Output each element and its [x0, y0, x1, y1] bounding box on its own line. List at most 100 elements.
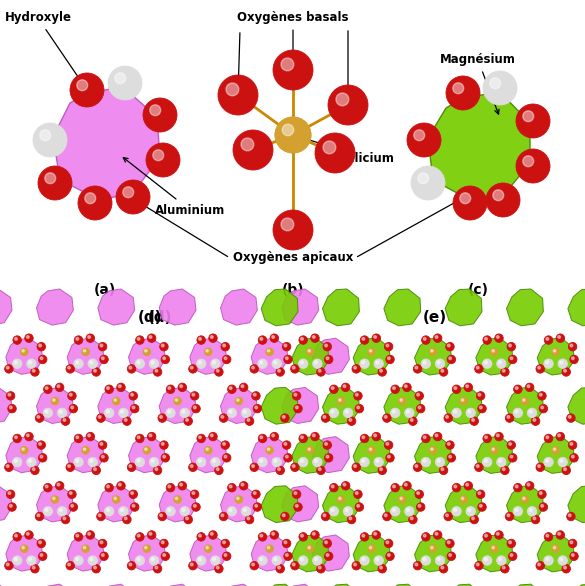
Circle shape [531, 515, 540, 524]
Circle shape [278, 468, 280, 471]
Circle shape [26, 336, 29, 338]
Circle shape [101, 455, 104, 458]
Circle shape [76, 534, 79, 537]
Circle shape [35, 512, 44, 521]
Circle shape [149, 533, 152, 535]
Circle shape [337, 496, 345, 503]
Circle shape [316, 466, 325, 475]
Circle shape [32, 468, 35, 471]
Circle shape [315, 133, 355, 173]
Circle shape [278, 566, 280, 569]
Circle shape [295, 406, 298, 409]
Circle shape [490, 348, 498, 356]
Polygon shape [322, 387, 359, 424]
Circle shape [368, 545, 376, 553]
Circle shape [161, 344, 164, 347]
Circle shape [466, 483, 469, 486]
Circle shape [429, 447, 437, 454]
Circle shape [368, 348, 376, 356]
Circle shape [29, 361, 32, 364]
Circle shape [527, 385, 530, 387]
Circle shape [136, 336, 144, 345]
Circle shape [94, 468, 97, 471]
Circle shape [538, 490, 546, 499]
Circle shape [143, 545, 151, 553]
Circle shape [37, 539, 46, 548]
Circle shape [88, 336, 91, 338]
Circle shape [539, 492, 542, 495]
Circle shape [224, 554, 227, 556]
Circle shape [219, 512, 228, 521]
Circle shape [569, 415, 571, 418]
Circle shape [78, 186, 112, 220]
Circle shape [453, 186, 487, 220]
Circle shape [75, 558, 79, 561]
Circle shape [160, 342, 168, 351]
Circle shape [77, 80, 88, 91]
Circle shape [326, 455, 329, 458]
Circle shape [558, 533, 560, 535]
Circle shape [331, 410, 334, 413]
Circle shape [357, 505, 360, 507]
Circle shape [470, 417, 479, 425]
Circle shape [221, 514, 223, 517]
Circle shape [27, 556, 36, 565]
Circle shape [444, 414, 453, 423]
Circle shape [151, 558, 154, 561]
Circle shape [525, 482, 534, 490]
Circle shape [228, 483, 236, 492]
Circle shape [199, 436, 201, 439]
Text: Magnésium: Magnésium [440, 53, 516, 114]
Circle shape [184, 417, 192, 425]
Circle shape [339, 497, 341, 500]
Circle shape [281, 512, 289, 521]
Circle shape [30, 367, 39, 376]
Circle shape [539, 393, 542, 396]
Polygon shape [36, 584, 73, 586]
Circle shape [39, 344, 42, 347]
Circle shape [484, 459, 487, 462]
Circle shape [484, 361, 487, 364]
Circle shape [15, 459, 18, 462]
Circle shape [308, 448, 311, 451]
Circle shape [431, 546, 433, 549]
Circle shape [135, 556, 144, 565]
Circle shape [6, 366, 9, 369]
Polygon shape [251, 338, 288, 374]
Circle shape [198, 558, 201, 561]
Circle shape [422, 336, 430, 345]
Circle shape [45, 485, 48, 488]
Circle shape [435, 533, 438, 535]
Polygon shape [36, 387, 73, 424]
Circle shape [189, 561, 197, 570]
Circle shape [284, 355, 292, 364]
Circle shape [153, 367, 162, 376]
Circle shape [515, 485, 518, 488]
Circle shape [414, 130, 425, 141]
Text: Oxygènes apicaux: Oxygènes apicaux [233, 251, 353, 264]
Circle shape [71, 406, 74, 409]
Circle shape [8, 393, 11, 396]
Circle shape [507, 415, 510, 418]
Circle shape [474, 364, 483, 373]
Circle shape [529, 509, 532, 512]
Circle shape [149, 457, 159, 467]
Circle shape [552, 545, 559, 553]
Circle shape [216, 369, 219, 372]
Circle shape [229, 485, 232, 488]
Circle shape [490, 447, 498, 454]
Circle shape [253, 404, 261, 413]
Circle shape [429, 348, 437, 356]
Circle shape [343, 385, 346, 387]
Circle shape [112, 496, 120, 503]
Circle shape [130, 503, 139, 511]
Circle shape [274, 558, 277, 561]
Circle shape [88, 556, 98, 565]
Circle shape [513, 506, 522, 516]
Circle shape [12, 359, 22, 369]
Circle shape [514, 483, 522, 492]
Circle shape [376, 459, 379, 462]
Circle shape [564, 468, 566, 471]
Circle shape [509, 344, 511, 347]
Polygon shape [384, 486, 421, 523]
